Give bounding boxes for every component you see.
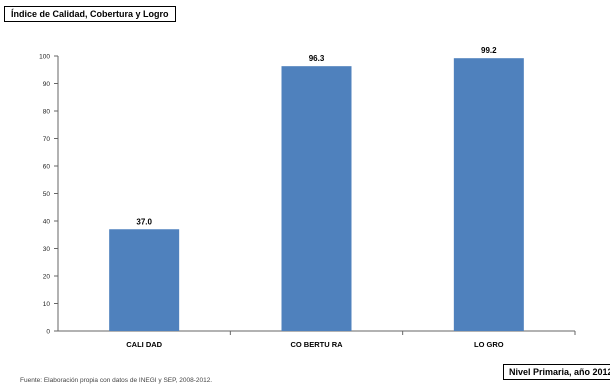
y-tick-label: 100 xyxy=(39,54,50,61)
data-label: 96.3 xyxy=(309,54,325,63)
data-label: 37.0 xyxy=(136,217,152,226)
source-note: Fuente: Elaboración propia con datos de … xyxy=(20,377,213,384)
bar xyxy=(453,58,524,331)
y-tick-label: 30 xyxy=(43,246,51,253)
y-tick-label: 60 xyxy=(43,164,51,171)
data-label: 99.2 xyxy=(481,46,497,55)
y-axis: 0 10 20 30 40 50 60 70 80 90 100 xyxy=(39,54,59,336)
x-tick-label: LO GRO xyxy=(474,340,504,349)
y-tick-label: 20 xyxy=(43,274,51,281)
bars xyxy=(109,58,524,332)
x-axis: CALI DAD CO BERTU RA LO GRO xyxy=(58,330,576,349)
y-tick-label: 10 xyxy=(43,301,51,308)
bar xyxy=(281,66,352,332)
y-tick-label: 40 xyxy=(43,219,51,226)
y-tick-label: 50 xyxy=(43,191,51,198)
x-tick-label: CO BERTU RA xyxy=(290,340,343,349)
y-tick-label: 0 xyxy=(46,329,50,336)
y-tick-label: 70 xyxy=(43,136,51,143)
y-tick-label: 90 xyxy=(43,81,51,88)
data-labels: 37.0 96.3 99.2 xyxy=(136,46,497,226)
level-year-label: Nivel Primaria, año 2012 xyxy=(503,364,610,380)
x-tick-label: CALI DAD xyxy=(126,340,162,349)
bar xyxy=(109,229,180,331)
y-tick-label: 80 xyxy=(43,109,51,116)
chart-title: Índice de Calidad, Cobertura y Logro xyxy=(4,6,176,22)
